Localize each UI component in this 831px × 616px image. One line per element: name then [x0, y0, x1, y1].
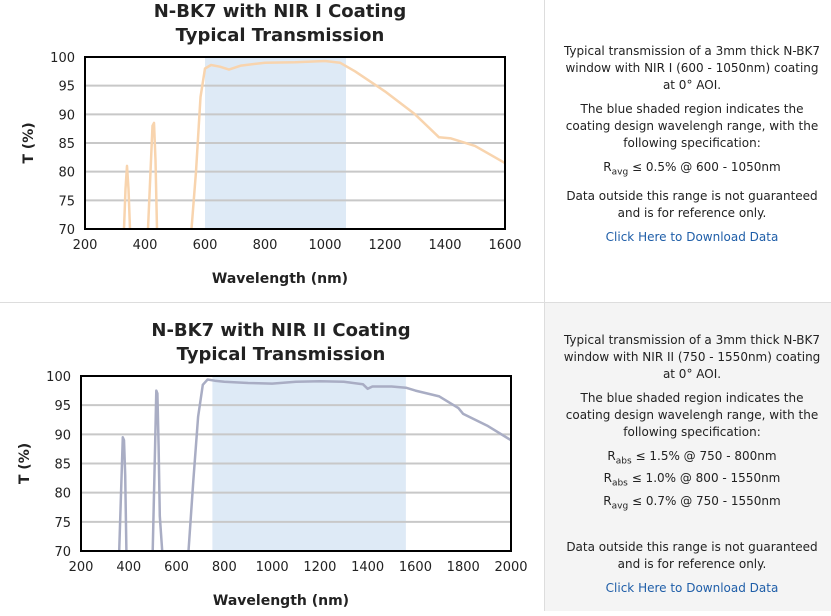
- x-tick-label: 600: [164, 560, 189, 575]
- spec-line: Rabs ≤ 1.5% @ 750 - 800nm: [559, 448, 825, 470]
- chart-cell-2: 200 400 600 800 1000 1200 1400 1600 1800 2000 70 75…: [0, 303, 545, 611]
- y-tick-label: 80: [58, 166, 75, 181]
- description-cell-2: Typical transmission of a 3mm thick N-BK…: [545, 303, 831, 611]
- description-cell-1: Typical transmission of a 3mm thick N-BK…: [545, 0, 831, 302]
- description-intro: Typical transmission of a 3mm thick N-BK…: [563, 333, 821, 381]
- y-axis-label: T (%): [17, 443, 33, 484]
- spec-subscript: abs: [611, 478, 628, 489]
- x-tick-label: 400: [133, 238, 158, 253]
- transmission-line: [146, 121, 159, 229]
- spec-subscript: avg: [611, 501, 629, 512]
- spec-symbol: R: [607, 449, 616, 463]
- chart-subtitle: Typical Transmission: [176, 25, 385, 46]
- spec-symbol: R: [603, 160, 612, 174]
- transmission-line: [187, 378, 511, 551]
- y-axis-label: T (%): [21, 122, 37, 163]
- y-tick-label: 95: [58, 80, 75, 95]
- transmission-line: [117, 436, 128, 551]
- x-tick-label: 1000: [256, 560, 289, 575]
- spec-value: ≤ 0.7% @ 750 - 1550nm: [628, 493, 781, 508]
- description-disclaimer: Data outside this range is not guarantee…: [566, 540, 818, 572]
- spec-subscript: avg: [611, 167, 629, 178]
- spec-value: ≤ 1.5% @ 750 - 800nm: [631, 449, 777, 463]
- x-tick-label: 1200: [368, 238, 401, 253]
- download-data-link[interactable]: Click Here to Download Data: [605, 230, 779, 245]
- chart-nir2: 200 400 600 800 1000 1200 1400 1600 1800 2000 70 75…: [17, 320, 528, 609]
- x-axis-label: Wavelength (nm): [213, 593, 349, 609]
- x-tick-label: 1400: [428, 238, 461, 253]
- y-tick-label: 100: [46, 370, 71, 385]
- spec-value: ≤ 1.0% @ 800 - 1550nm: [627, 471, 781, 486]
- x-tick-label: 800: [212, 560, 237, 575]
- x-tick-label: 800: [253, 238, 278, 253]
- x-tick-label: 1200: [303, 560, 336, 575]
- chart-row-2: 200 400 600 800 1000 1200 1400 1600 1800 2000 70 75…: [0, 303, 831, 611]
- y-tick-label: 85: [54, 458, 71, 473]
- y-tick-label: 75: [58, 194, 75, 209]
- x-tick-label: 200: [69, 560, 94, 575]
- x-tick-label: 400: [116, 560, 141, 575]
- chart-title: N-BK7 with NIR I Coating: [154, 1, 407, 22]
- y-tick-label: 80: [54, 487, 71, 502]
- x-tick-label: 1800: [447, 560, 480, 575]
- spec-line: Ravg ≤ 0.7% @ 750 - 1550nm: [559, 493, 825, 515]
- x-tick-label: 1600: [399, 560, 432, 575]
- spec-line: Rabs ≤ 1.0% @ 800 - 1550nm: [559, 470, 825, 492]
- spec-line: Ravg ≤ 0.5% @ 600 - 1050nm: [559, 159, 825, 181]
- y-tick-label: 75: [54, 516, 71, 531]
- transmission-line: [122, 164, 132, 229]
- x-tick-label: 1400: [351, 560, 384, 575]
- y-tick-label: 90: [58, 108, 75, 123]
- x-tick-label: 200: [73, 238, 98, 253]
- chart-row-1: 200 400 600 800 1000 1200 1400 1600 70 75 80 85 90 95…: [0, 0, 831, 303]
- spec-symbol: R: [603, 471, 612, 486]
- spec-list: Ravg ≤ 0.5% @ 600 - 1050nm: [559, 159, 825, 181]
- x-tick-label: 1600: [488, 238, 521, 253]
- x-axis-label: Wavelength (nm): [212, 271, 348, 287]
- chart-title: N-BK7 with NIR II Coating: [151, 320, 410, 341]
- y-tick-label: 100: [50, 51, 75, 66]
- description-panel-2: Typical transmission of a 3mm thick N-BK…: [545, 303, 831, 597]
- plot-frame: [84, 56, 506, 230]
- description-intro: Typical transmission of a 3mm thick N-BK…: [563, 44, 821, 92]
- x-tick-label: 1000: [308, 238, 341, 253]
- y-tick-label: 90: [54, 428, 71, 443]
- description-panel-1: Typical transmission of a 3mm thick N-BK…: [545, 0, 831, 246]
- plot-frame: [80, 375, 512, 552]
- y-tick-label: 85: [58, 137, 75, 152]
- transmission-line: [151, 389, 164, 551]
- download-data-link[interactable]: Click Here to Download Data: [605, 581, 779, 596]
- y-tick-label: 95: [54, 399, 71, 414]
- spec-list: Rabs ≤ 1.5% @ 750 - 800nm Rabs ≤ 1.0% @ 8…: [559, 448, 825, 515]
- description-shading: The blue shaded region indicates the coa…: [565, 102, 819, 150]
- chart-nir1: 200 400 600 800 1000 1200 1400 1600 70 75 80 85 90 95…: [21, 1, 522, 287]
- x-tick-label: 2000: [494, 560, 527, 575]
- description-shading: The blue shaded region indicates the coa…: [565, 391, 819, 439]
- y-tick-label: 70: [58, 223, 75, 238]
- chart-subtitle: Typical Transmission: [177, 344, 386, 365]
- spec-subscript: abs: [615, 456, 632, 467]
- y-tick-label: 70: [54, 545, 71, 560]
- transmission-line: [190, 59, 505, 229]
- chart-cell-1: 200 400 600 800 1000 1200 1400 1600 70 75 80 85 90 95…: [0, 0, 545, 302]
- description-disclaimer: Data outside this range is not guarantee…: [566, 189, 818, 221]
- x-tick-label: 600: [193, 238, 218, 253]
- spec-symbol: R: [603, 493, 612, 508]
- spec-value: ≤ 0.5% @ 600 - 1050nm: [628, 160, 781, 174]
